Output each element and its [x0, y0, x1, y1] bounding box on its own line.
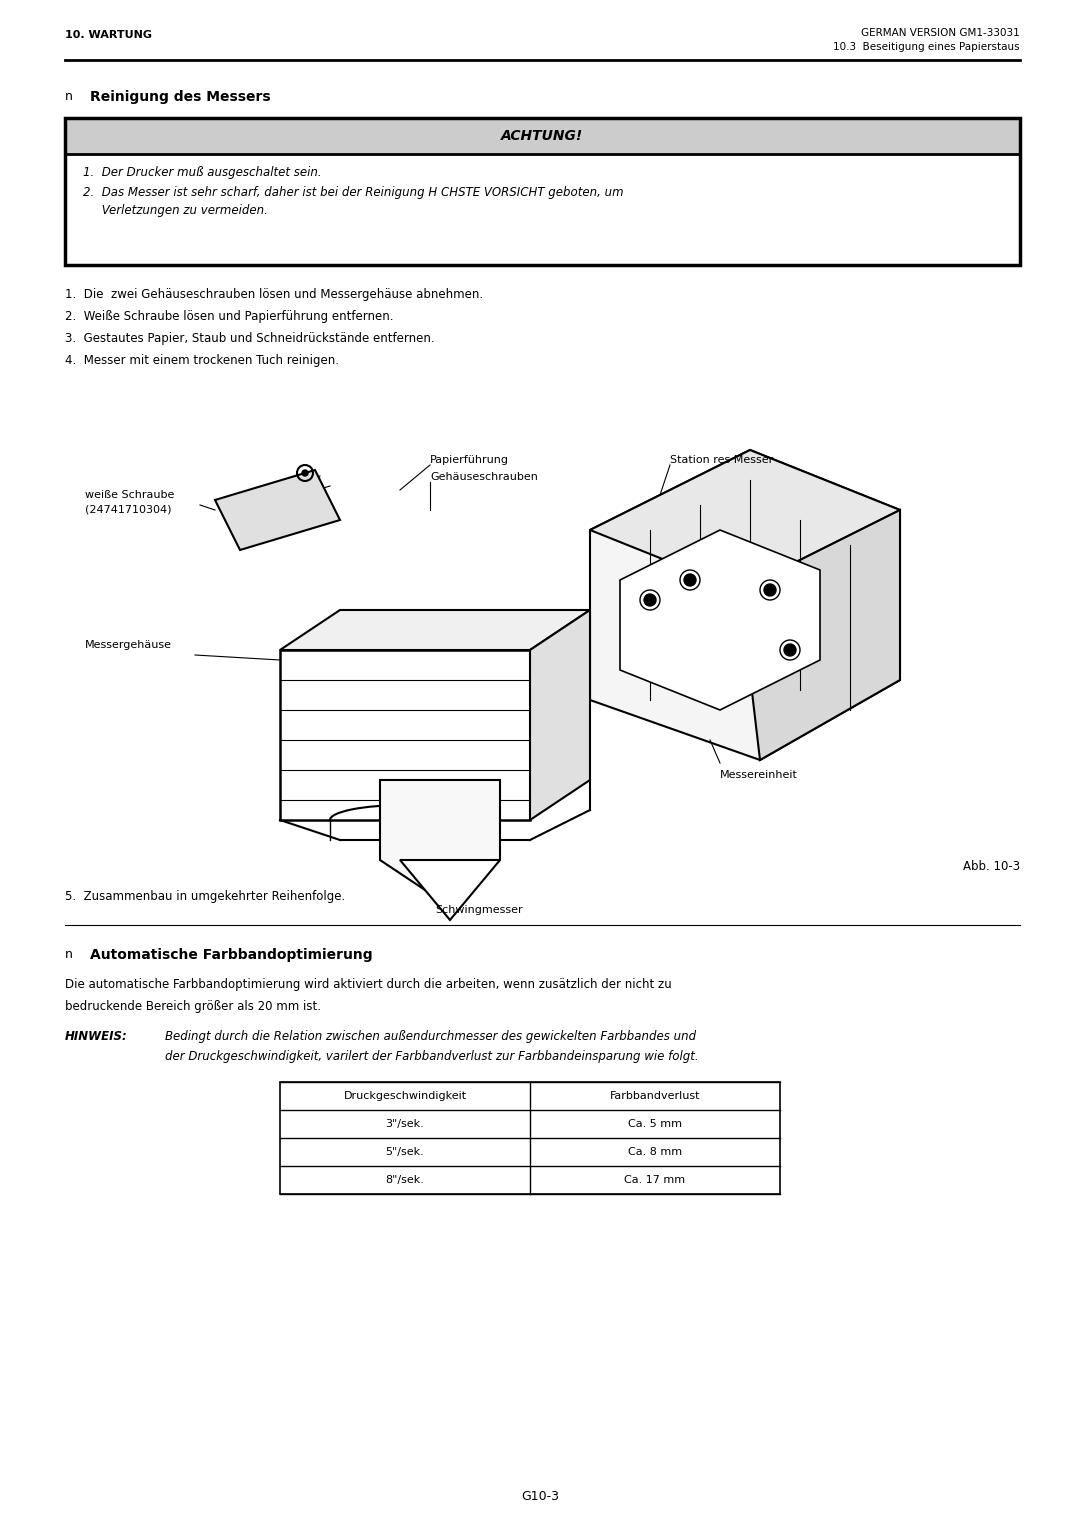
Text: 3"/sek.: 3"/sek.: [386, 1119, 424, 1128]
Text: 1.  Der Drucker muß ausgeschaltet sein.: 1. Der Drucker muß ausgeschaltet sein.: [83, 166, 322, 178]
Polygon shape: [215, 470, 340, 551]
Circle shape: [784, 644, 796, 656]
Polygon shape: [280, 650, 530, 820]
Circle shape: [684, 573, 696, 586]
Text: Ca. 17 mm: Ca. 17 mm: [624, 1174, 686, 1185]
Text: 10.3  Beseitigung eines Papierstaus: 10.3 Beseitigung eines Papierstaus: [834, 43, 1020, 52]
Text: Ca. 5 mm: Ca. 5 mm: [627, 1119, 681, 1128]
Text: Station res Messer: Station res Messer: [670, 454, 773, 465]
Text: GERMAN VERSION GM1-33031: GERMAN VERSION GM1-33031: [861, 27, 1020, 38]
Text: Schwingmesser: Schwingmesser: [435, 904, 523, 915]
Text: Die automatische Farbbandoptimierung wird aktiviert durch die arbeiten, wenn zus: Die automatische Farbbandoptimierung wir…: [65, 978, 672, 991]
Polygon shape: [740, 509, 900, 759]
Text: 4.  Messer mit einem trockenen Tuch reinigen.: 4. Messer mit einem trockenen Tuch reini…: [65, 354, 339, 368]
Polygon shape: [280, 610, 590, 650]
Text: n: n: [65, 90, 72, 104]
Text: 10. WARTUNG: 10. WARTUNG: [65, 30, 152, 40]
Text: Farbbandverlust: Farbbandverlust: [610, 1090, 700, 1101]
Text: Messereinheit: Messereinheit: [720, 770, 798, 779]
Text: 2.  Das Messer ist sehr scharf, daher ist bei der Reinigung H CHSTE VORSICHT geb: 2. Das Messer ist sehr scharf, daher ist…: [83, 186, 623, 198]
Text: Druckgeschwindigkeit: Druckgeschwindigkeit: [343, 1090, 467, 1101]
Text: HINWEIS:: HINWEIS:: [65, 1029, 127, 1043]
Text: Papierführung: Papierführung: [430, 454, 509, 465]
Polygon shape: [590, 450, 900, 590]
Text: ACHTUNG!: ACHTUNG!: [501, 130, 583, 143]
Text: 3.  Gestautes Papier, Staub und Schneidrückstände entfernen.: 3. Gestautes Papier, Staub und Schneidrü…: [65, 332, 434, 345]
Text: Reinigung des Messers: Reinigung des Messers: [90, 90, 271, 104]
Polygon shape: [620, 531, 820, 711]
Text: (24741710304): (24741710304): [85, 505, 172, 515]
Text: 5"/sek.: 5"/sek.: [386, 1147, 424, 1157]
Polygon shape: [530, 610, 590, 820]
Text: 5.  Zusammenbau in umgekehrter Reihenfolge.: 5. Zusammenbau in umgekehrter Reihenfolg…: [65, 891, 346, 903]
Text: bedruckende Bereich größer als 20 mm ist.: bedruckende Bereich größer als 20 mm ist…: [65, 1000, 321, 1013]
Text: der Druckgeschwindigkeit, varilert der Farbbandverlust zur Farbbandeinsparung wi: der Druckgeschwindigkeit, varilert der F…: [165, 1051, 699, 1063]
Circle shape: [302, 470, 308, 476]
Text: 8"/sek.: 8"/sek.: [386, 1174, 424, 1185]
Text: Automatische Farbbandoptimierung: Automatische Farbbandoptimierung: [90, 949, 373, 962]
Bar: [280, 1083, 780, 1194]
Polygon shape: [590, 450, 900, 759]
Text: Abb. 10-3: Abb. 10-3: [963, 860, 1020, 872]
Text: 1.  Die  zwei Gehäuseschrauben lösen und Messergehäuse abnehmen.: 1. Die zwei Gehäuseschrauben lösen und M…: [65, 288, 483, 300]
Text: 2.  Weiße Schraube lösen und Papierführung entfernen.: 2. Weiße Schraube lösen und Papierführun…: [65, 310, 393, 323]
Polygon shape: [380, 779, 500, 900]
Text: Ca. 8 mm: Ca. 8 mm: [627, 1147, 683, 1157]
Text: Verletzungen zu vermeiden.: Verletzungen zu vermeiden.: [83, 204, 268, 217]
Text: G10-3: G10-3: [521, 1490, 559, 1504]
Bar: [65, 117, 1020, 265]
Text: Bedingt durch die Relation zwischen außendurchmesser des gewickelten Farbbandes : Bedingt durch die Relation zwischen auße…: [165, 1029, 697, 1043]
Circle shape: [764, 584, 777, 596]
Bar: [65, 117, 1020, 154]
Circle shape: [644, 595, 656, 605]
Text: n: n: [65, 949, 72, 961]
Text: weiße Schraube: weiße Schraube: [85, 490, 174, 500]
Text: Gehäuseschrauben: Gehäuseschrauben: [430, 473, 538, 482]
Text: Messergehäuse: Messergehäuse: [85, 640, 172, 650]
Polygon shape: [400, 860, 500, 920]
